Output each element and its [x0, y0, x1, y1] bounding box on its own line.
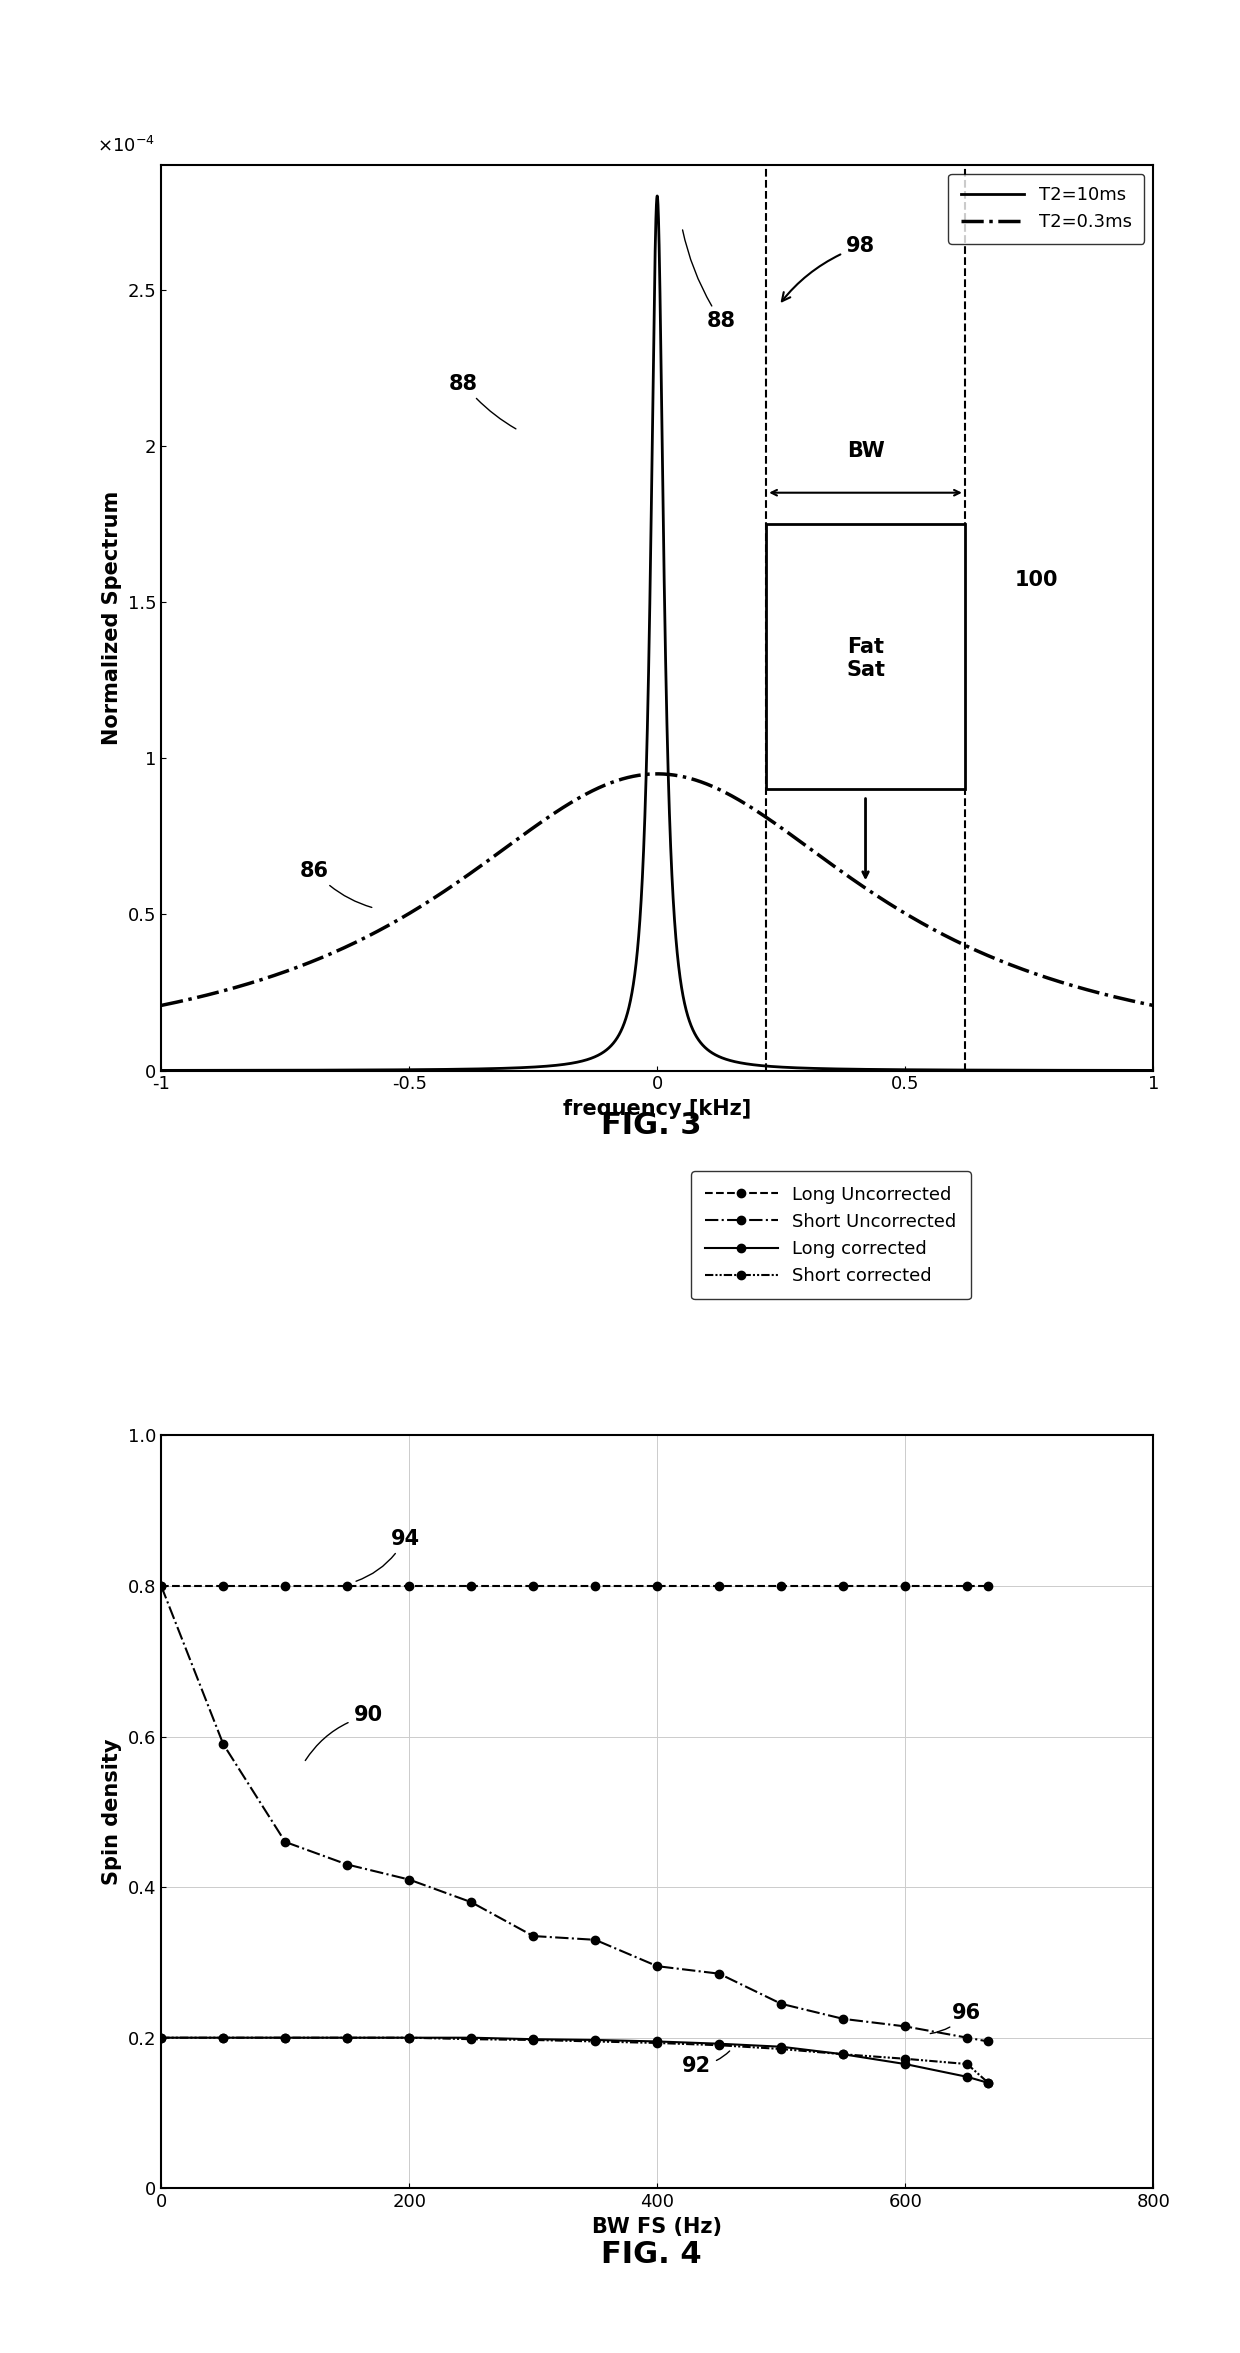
T2=0.3ms	[203, 979, 218, 1007]
Bar	[766, 525, 965, 791]
Legend: Long Uncorrected, Short Uncorrected, Long corrected, Short corrected: Long Uncorrected, Short Uncorrected, Lon…	[691, 1172, 971, 1299]
Text: 90: 90	[305, 1706, 382, 1760]
T2=10ms	[784, 1054, 799, 1082]
Text: 96: 96	[930, 2002, 981, 2033]
Legend: T2=10ms, T2=0.3ms: T2=10ms, T2=0.3ms	[949, 174, 1145, 245]
Text: 92: 92	[682, 2052, 729, 2075]
X-axis label: frequency [kHz]: frequency [kHz]	[563, 1099, 751, 1120]
Text: BW: BW	[847, 442, 884, 461]
Text: FIG. 4: FIG. 4	[600, 2240, 702, 2268]
Line: T2=10ms: T2=10ms	[161, 195, 1153, 1071]
T2=10ms	[942, 1056, 957, 1085]
T2=10ms	[513, 1054, 528, 1082]
T2=0.3ms	[784, 821, 799, 849]
T2=0.3ms	[650, 760, 665, 788]
Line: T2=0.3ms: T2=0.3ms	[161, 774, 1153, 1005]
Y-axis label: Spin density: Spin density	[102, 1739, 123, 1885]
T2=0.3ms	[889, 894, 904, 922]
Text: Fat
Sat: Fat Sat	[846, 638, 885, 680]
T2=0.3ms	[942, 925, 957, 953]
Text: $\times10^{-4}$: $\times10^{-4}$	[97, 136, 155, 155]
T2=10ms	[203, 1056, 218, 1085]
Text: 98: 98	[782, 235, 874, 301]
Text: 94: 94	[356, 1529, 419, 1581]
X-axis label: BW FS (Hz): BW FS (Hz)	[593, 2217, 722, 2238]
T2=0.3ms	[154, 991, 169, 1019]
T2=10ms	[650, 181, 665, 209]
Text: 88: 88	[449, 374, 516, 428]
T2=10ms	[154, 1056, 169, 1085]
Y-axis label: Normalized Spectrum: Normalized Spectrum	[102, 489, 122, 746]
Text: 88: 88	[682, 231, 735, 332]
T2=0.3ms	[740, 791, 755, 819]
Text: 100: 100	[1014, 569, 1058, 591]
T2=10ms	[889, 1056, 904, 1085]
Text: 86: 86	[300, 861, 372, 908]
T2=10ms	[740, 1049, 755, 1078]
T2=10ms	[1146, 1056, 1161, 1085]
T2=0.3ms	[513, 824, 528, 852]
Text: FIG. 3: FIG. 3	[600, 1111, 702, 1139]
T2=0.3ms	[1146, 991, 1161, 1019]
